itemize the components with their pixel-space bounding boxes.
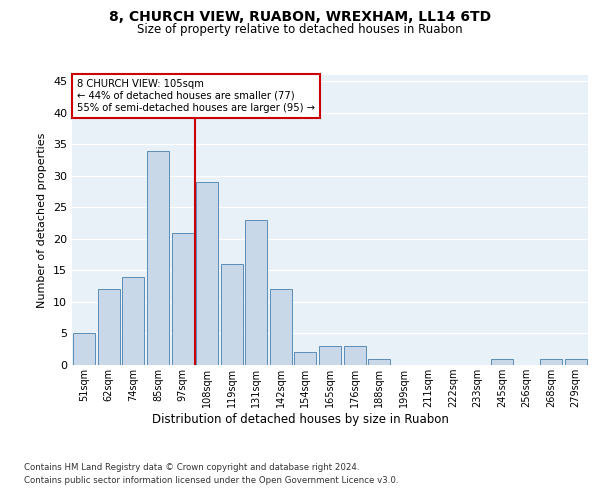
- Bar: [73, 334, 95, 365]
- Bar: [565, 358, 587, 365]
- Bar: [368, 358, 390, 365]
- Bar: [122, 276, 145, 365]
- Text: 8 CHURCH VIEW: 105sqm
← 44% of detached houses are smaller (77)
55% of semi-deta: 8 CHURCH VIEW: 105sqm ← 44% of detached …: [77, 80, 315, 112]
- Bar: [344, 346, 365, 365]
- Bar: [172, 232, 194, 365]
- Bar: [245, 220, 268, 365]
- Bar: [295, 352, 316, 365]
- Text: Contains public sector information licensed under the Open Government Licence v3: Contains public sector information licen…: [24, 476, 398, 485]
- Text: Distribution of detached houses by size in Ruabon: Distribution of detached houses by size …: [152, 412, 448, 426]
- Bar: [147, 150, 169, 365]
- Bar: [540, 358, 562, 365]
- Bar: [270, 290, 292, 365]
- Bar: [98, 290, 120, 365]
- Text: Size of property relative to detached houses in Ruabon: Size of property relative to detached ho…: [137, 22, 463, 36]
- Bar: [319, 346, 341, 365]
- Text: 8, CHURCH VIEW, RUABON, WREXHAM, LL14 6TD: 8, CHURCH VIEW, RUABON, WREXHAM, LL14 6T…: [109, 10, 491, 24]
- Bar: [221, 264, 243, 365]
- Y-axis label: Number of detached properties: Number of detached properties: [37, 132, 47, 308]
- Text: Contains HM Land Registry data © Crown copyright and database right 2024.: Contains HM Land Registry data © Crown c…: [24, 462, 359, 471]
- Bar: [491, 358, 513, 365]
- Bar: [196, 182, 218, 365]
